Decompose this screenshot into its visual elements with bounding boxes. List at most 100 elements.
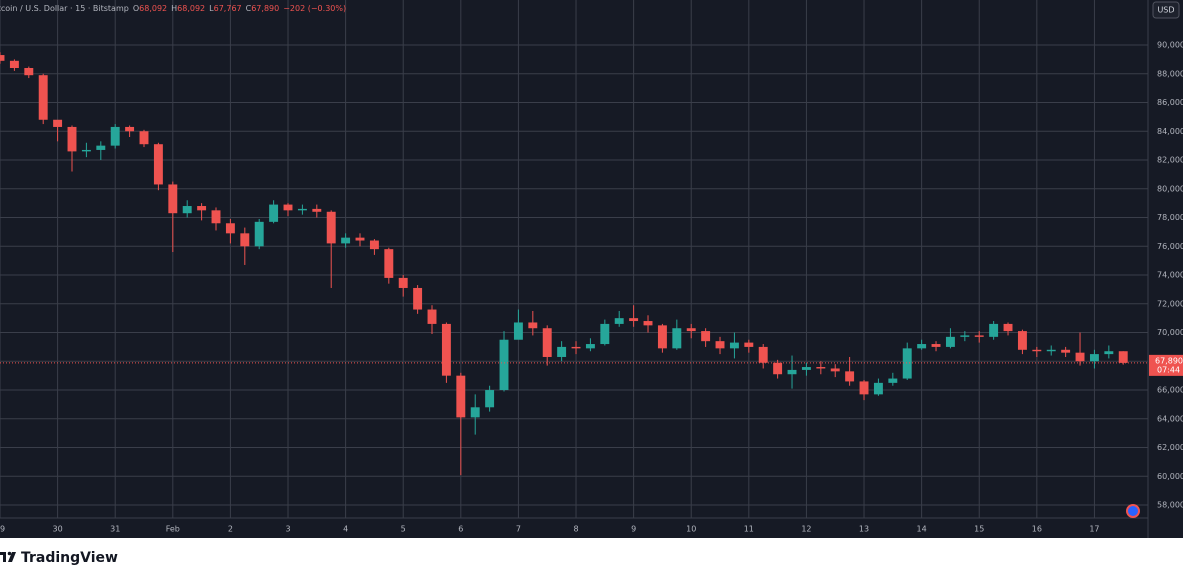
candle-body [542,328,552,357]
candle-body [470,407,480,418]
ohlc-item: H [171,4,177,13]
candle-body [513,322,523,340]
candle-body [701,331,711,342]
y-tick-label: 58,000 [1157,501,1183,510]
y-tick-label: 76,000 [1157,242,1183,251]
x-tick-label: 7 [516,525,521,534]
candle-body [139,131,149,145]
candle-body [1003,323,1013,332]
candle-body [67,126,77,152]
y-tick-label: 80,000 [1157,184,1183,193]
candle-body [369,240,379,250]
candle-body [888,378,898,383]
candle-body [931,344,941,347]
candle-body [557,346,567,357]
candle-body [1017,331,1027,350]
candle-body [1118,351,1128,363]
y-tick-label: 66,000 [1157,386,1183,395]
candle-body [485,390,495,408]
candles [0,52,1128,476]
candle-body [182,206,192,214]
ohlc-item: 67,890 [251,4,279,13]
candle-body [902,348,912,379]
candle-body [211,210,221,224]
candle-body [873,382,883,395]
candle-body [225,223,235,234]
candle-body [1032,349,1042,352]
candle-body [413,287,423,310]
ohlc-item: 68,092 [177,4,205,13]
candle-body [283,204,293,211]
candle-body [528,322,538,329]
candle-body [629,318,639,322]
candle-body [0,55,5,61]
y-tick-label: 62,000 [1157,443,1183,452]
candle-body [845,371,855,382]
candle-body [197,206,207,211]
x-tick-label: 15 [974,525,984,534]
candle-body [758,346,768,363]
candle-body [398,277,408,288]
candle-body [355,237,365,241]
x-tick-label: 9 [631,525,636,534]
symbol-legend: Bitcoin / U.S. Dollar · 15 · Bitstamp O68… [0,4,346,13]
y-tick-label: 74,000 [1157,271,1183,280]
candle-body [9,60,19,69]
x-tick-label: 4 [343,525,348,534]
ohlc-item: O [133,4,139,13]
candle-body [816,367,826,369]
x-tick-label: 6 [458,525,463,534]
candle-body [974,335,984,337]
y-tick-label: 72,000 [1157,299,1183,308]
x-tick-label: 11 [744,525,754,534]
candle-body [801,367,811,370]
candle-body [830,368,840,372]
candle-body [110,126,120,146]
candle-body [672,328,682,349]
x-tick-label: 29 [0,525,5,534]
x-tick-label: 2 [228,525,233,534]
candle-body [38,75,48,120]
ohlc-item: L [209,4,214,13]
logo-part [3,552,6,562]
symbol: Bitcoin / U.S. Dollar · 15 · Bitstamp [0,4,129,13]
x-tick-label: 10 [686,525,696,534]
y-tick-label: 84,000 [1157,127,1183,136]
currency[interactable]: USD [1157,6,1174,15]
candle-body [326,211,336,244]
x-tick-label: 5 [401,525,406,534]
brand: TradingView [21,550,118,566]
candle-body [960,335,970,337]
x-tick-label: 13 [859,525,869,534]
candle-body [571,346,581,349]
candle-body [168,184,178,214]
x-tick-label: 31 [110,525,120,534]
candle-body [341,237,351,244]
ohlc-item: −202 (−0.30%) [283,4,346,13]
candle-body [600,323,610,345]
ohlc: O68,092 H68,092 L67,767 C67,890 −202 (−0.30%… [133,4,346,13]
logo-part [8,552,16,562]
grid [0,0,1148,518]
candle-body [312,208,322,212]
candle-body [53,119,63,127]
x-tick-label: 3 [285,525,290,534]
y-tick-label: 78,000 [1157,213,1183,222]
candle-body [917,344,927,349]
flag-icon[interactable] [1126,504,1140,518]
chart-background [0,0,1183,538]
candle-body [744,342,754,347]
ohlc-item: 67,767 [214,4,242,13]
currency-box[interactable] [1152,1,1180,19]
candle-body [125,126,135,132]
candle-body [456,375,466,418]
y-tick-label: 82,000 [1157,156,1183,165]
candle-body [787,369,797,375]
candle-body [1075,352,1085,362]
x-tick-label: 17 [1089,525,1099,534]
candle-body [715,341,725,349]
ohlc-item: 68,092 [139,4,167,13]
candle-body [686,328,696,332]
